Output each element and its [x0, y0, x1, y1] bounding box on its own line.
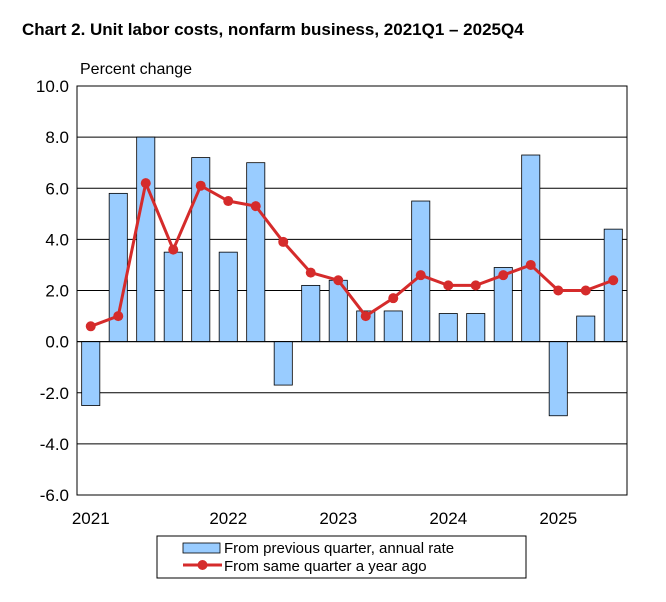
line-point-2025Q1 [525, 259, 536, 270]
chart-title: Chart 2. Unit labor costs, nonfarm busin… [22, 20, 524, 39]
bar-2025Q1 [521, 154, 541, 343]
bar-2021Q3 [136, 136, 156, 343]
bar-2023Q4 [383, 310, 403, 343]
y-tick-label: 6.0 [45, 179, 69, 198]
line-point-2024Q1 [415, 270, 426, 281]
line-point-2024Q3 [470, 280, 481, 291]
line-point-2024Q2 [443, 280, 454, 291]
line-point-2025Q3 [580, 285, 591, 296]
grid-lines [77, 85, 627, 496]
bar-2025Q4 [603, 228, 623, 343]
line-series [85, 178, 619, 332]
bar-2025Q2 [548, 341, 568, 417]
line-point-2022Q2 [223, 196, 234, 207]
x-tick-label: 2023 [319, 509, 357, 528]
legend-bar-swatch [182, 542, 221, 554]
bar-2022Q2 [218, 251, 238, 343]
y-tick-label: 10.0 [36, 77, 69, 96]
bar-2024Q2 [438, 313, 458, 343]
y-tick-label: -6.0 [40, 486, 69, 505]
line-point-2025Q4 [608, 275, 619, 286]
line-point-2021Q3 [140, 178, 151, 189]
x-tick-label: 2025 [539, 509, 577, 528]
line-point-2023Q4 [388, 293, 399, 304]
line-point-2021Q2 [113, 311, 124, 322]
bar-2022Q3 [246, 162, 266, 343]
x-tick-label: 2021 [72, 509, 110, 528]
bar-2021Q1 [81, 341, 101, 406]
plot-frame [76, 85, 628, 496]
line-point-2024Q4 [498, 270, 509, 281]
line-point-2021Q4 [168, 244, 179, 255]
y-tick-label: -4.0 [40, 435, 69, 454]
line-point-2022Q3 [250, 201, 261, 212]
legend-label-bar: From previous quarter, annual rate [224, 540, 454, 557]
y-tick-labels: 10.0 8.0 6.0 4.0 2.0 0.0 -2.0 -4.0 -6.0 [36, 77, 69, 505]
y-tick-label: 8.0 [45, 128, 69, 147]
line-point-2023Q1 [305, 267, 316, 278]
x-tick-label: 2024 [429, 509, 467, 528]
line-point-2023Q3 [360, 311, 371, 322]
line-point-2022Q1 [195, 180, 206, 191]
y-tick-label: -2.0 [40, 384, 69, 403]
y-tick-label: 2.0 [45, 282, 69, 301]
bar-2021Q4 [163, 251, 183, 343]
legend: From previous quarter, annual rate From … [156, 535, 527, 579]
x-tick-label: 2022 [209, 509, 247, 528]
line-point-2022Q4 [278, 236, 289, 247]
line-point-2023Q2 [333, 275, 344, 286]
y-tick-label: 4.0 [45, 230, 69, 249]
legend-label-line: From same quarter a year ago [224, 558, 427, 575]
y-axis-label: Percent change [80, 61, 192, 78]
x-tick-labels: 2021 2022 2023 2024 2025 [72, 509, 577, 528]
legend-line-marker [197, 560, 208, 570]
bar-2024Q3 [466, 313, 486, 343]
bar-2023Q1 [301, 284, 321, 343]
line-point-2021Q1 [85, 321, 96, 332]
bar-2022Q4 [273, 341, 293, 386]
y-tick-label: 0.0 [45, 333, 69, 352]
bar-2025Q3 [576, 315, 596, 343]
line-point-2025Q2 [553, 285, 564, 296]
